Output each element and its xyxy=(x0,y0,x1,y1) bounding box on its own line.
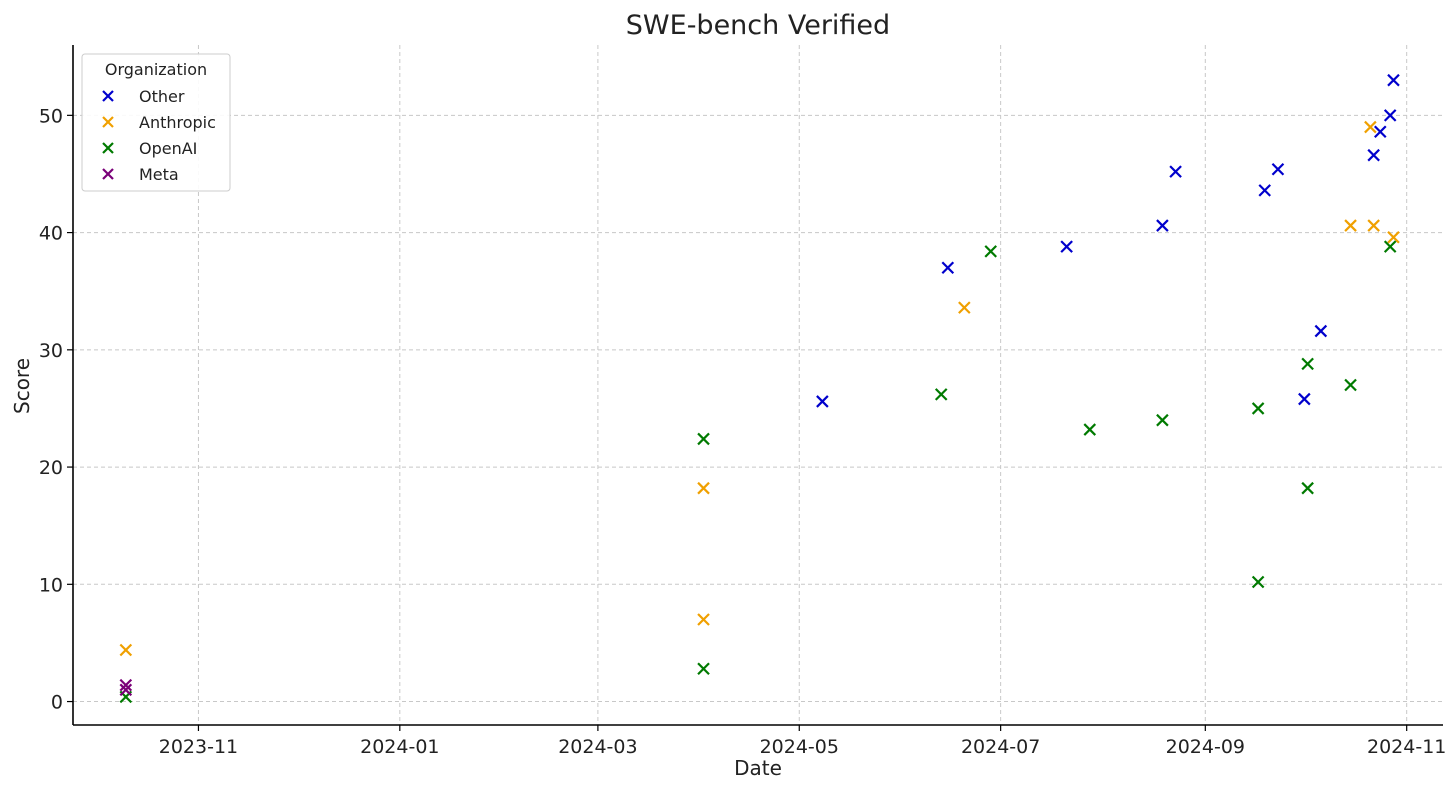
legend-label-openai: OpenAI xyxy=(139,139,197,158)
series-anthropic xyxy=(119,120,1400,657)
data-point-openai xyxy=(1083,423,1097,436)
data-point-openai xyxy=(697,662,710,676)
data-point-other xyxy=(1387,73,1400,87)
series-meta xyxy=(119,678,133,697)
data-point-openai xyxy=(1251,402,1265,415)
legend: Organization Other Anthropic OpenAI Meta xyxy=(81,53,231,192)
legend-marker-anthropic xyxy=(102,116,114,128)
data-point-other xyxy=(1373,125,1387,139)
data-point-openai xyxy=(1301,481,1314,495)
data-point-openai xyxy=(1383,240,1397,253)
data-point-anthropic xyxy=(958,301,971,314)
legend-marker-other xyxy=(102,90,114,102)
x-tick-label: 2024-03 xyxy=(558,736,637,758)
data-point-meta xyxy=(119,678,133,692)
data-point-other xyxy=(1367,148,1380,162)
legend-box xyxy=(81,53,231,192)
data-point-other xyxy=(941,261,955,275)
series-openai xyxy=(119,240,1397,704)
data-point-anthropic xyxy=(697,613,710,626)
x-tick-label: 2024-07 xyxy=(961,736,1040,758)
legend-item-meta: Meta xyxy=(102,165,179,184)
legend-marker-meta xyxy=(102,168,114,180)
y-tick-label: 20 xyxy=(39,457,63,479)
data-point-openai xyxy=(1301,357,1314,371)
data-point-anthropic xyxy=(119,643,133,657)
y-tick-label: 0 xyxy=(51,692,63,714)
x-axis-label: Date xyxy=(734,756,782,780)
data-point-meta xyxy=(119,683,133,697)
legend-item-openai: OpenAI xyxy=(102,139,197,158)
y-ticks: 0 10 20 30 40 50 xyxy=(39,105,73,714)
data-point-anthropic xyxy=(697,481,710,495)
x-tick-label: 2023-11 xyxy=(159,736,238,758)
chart-title: SWE-bench Verified xyxy=(626,10,890,41)
y-axis-label: Score xyxy=(10,358,34,414)
data-point-anthropic xyxy=(1344,219,1357,232)
series-other xyxy=(816,73,1400,408)
data-point-other xyxy=(1156,219,1169,232)
y-tick-label: 50 xyxy=(39,105,63,127)
data-point-anthropic xyxy=(1364,120,1377,134)
data-point-other xyxy=(1169,165,1182,178)
data-point-other xyxy=(1298,392,1311,406)
data-point-other xyxy=(1383,109,1397,122)
data-point-other xyxy=(816,395,829,408)
legend-label-other: Other xyxy=(139,87,185,106)
data-point-openai xyxy=(697,432,710,446)
legend-title: Organization xyxy=(105,60,207,79)
data-point-anthropic xyxy=(1387,230,1400,244)
x-tick-label: 2024-09 xyxy=(1166,736,1245,758)
legend-label-anthropic: Anthropic xyxy=(139,113,216,132)
x-tick-label: 2024-01 xyxy=(360,736,439,758)
data-point-openai xyxy=(1156,413,1169,427)
legend-marker-openai xyxy=(102,142,114,154)
x-tick-label: 2024-11 xyxy=(1367,736,1446,758)
data-point-other xyxy=(1271,162,1285,176)
data-points xyxy=(119,73,1400,704)
data-point-other xyxy=(1258,184,1272,197)
data-point-anthropic xyxy=(1367,219,1380,232)
data-point-openai xyxy=(984,245,998,258)
legend-label-meta: Meta xyxy=(139,165,179,184)
data-point-other xyxy=(1060,240,1073,253)
y-tick-label: 30 xyxy=(39,340,63,362)
x-ticks: 2023-11 2024-01 2024-03 2024-05 2024-07 2024-… xyxy=(159,725,1446,758)
data-point-other xyxy=(1314,324,1328,338)
data-point-openai xyxy=(934,388,948,401)
x-tick-label: 2024-05 xyxy=(760,736,839,758)
grid-lines xyxy=(73,45,1443,725)
data-point-openai xyxy=(1251,575,1265,589)
legend-items: Other Anthropic OpenAI Meta xyxy=(102,87,216,184)
y-tick-label: 10 xyxy=(39,574,63,596)
legend-item-anthropic: Anthropic xyxy=(102,113,216,132)
legend-item-other: Other xyxy=(102,87,185,106)
y-tick-label: 40 xyxy=(39,223,63,245)
axes xyxy=(72,45,1443,726)
data-point-openai xyxy=(1344,378,1357,392)
